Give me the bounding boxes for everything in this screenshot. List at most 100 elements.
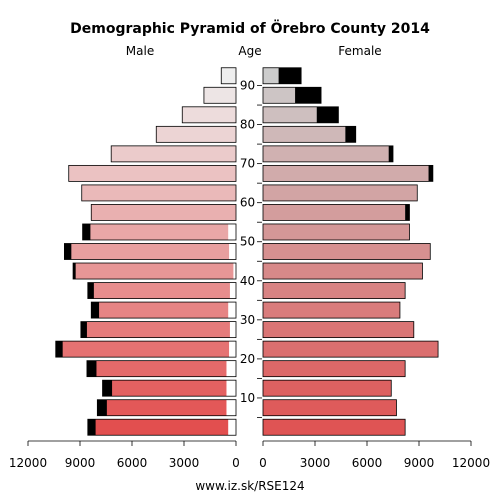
female-x-tick-label: 3000 (300, 456, 331, 470)
age-tick-label: 50 (240, 235, 255, 249)
male-bar-25-29 (80, 321, 230, 338)
female-bar-outline-0-4 (262, 418, 406, 436)
female-bar-40-44 (263, 263, 423, 280)
male-x-tick-label: 12000 (9, 456, 47, 470)
male-bar-20-24 (55, 341, 230, 358)
male-bar-outline-0-4 (87, 418, 237, 436)
male-bar-30-34 (91, 302, 229, 319)
female-bar-80-84 (263, 106, 317, 123)
female-bar-20-24 (263, 341, 439, 358)
male-bar-40-44 (73, 263, 234, 280)
female-x-tick-label: 0 (259, 456, 267, 470)
female-bar-50-54 (263, 223, 410, 240)
female-x-tick-label: 9000 (404, 456, 435, 470)
male-bar-outline-70-74 (110, 145, 237, 163)
male-bar-outline-5-9 (96, 399, 237, 417)
male-bar-outline-65-69 (68, 164, 237, 182)
male-bar-outline-60-64 (81, 184, 237, 202)
female-bar-outline-30-34 (262, 301, 401, 319)
male-label: Male (126, 44, 154, 58)
female-bar-70-74 (263, 145, 389, 162)
male-bar-outline-80-84 (181, 106, 237, 124)
male-bar-45-49 (64, 243, 230, 260)
female-bar-outline-25-29 (262, 321, 415, 339)
female-bar-black-70-74 (388, 145, 393, 162)
age-label: Age (238, 44, 261, 58)
female-bar-outline-5-9 (262, 399, 397, 417)
x-axes: 12000 9000 6000 3000 0 0 3000 6000 9000 12000 (9, 440, 490, 470)
female-bar-outline-50-54 (262, 223, 410, 241)
male-bar-outline-85-89 (203, 86, 237, 104)
male-bar-60-64 (81, 184, 236, 201)
female-x-tick-label: 12000 (452, 456, 490, 470)
male-bar-black-45-49 (64, 243, 72, 260)
male-bar-outline-35-39 (87, 282, 237, 299)
male-bars (55, 67, 237, 436)
male-bar-outline-40-44 (72, 262, 237, 280)
female-x-tick-label: 6000 (352, 456, 383, 470)
male-bar-50-54 (82, 223, 229, 240)
female-bar-outline-70-74 (262, 145, 394, 163)
female-bar-90+ (263, 67, 279, 84)
male-bar-black-25-29 (80, 321, 87, 338)
male-bar-outline-75-79 (155, 125, 237, 143)
female-bar-black-55-59 (405, 204, 410, 221)
male-bar-black-15-19 (86, 360, 97, 377)
female-bar-45-49 (263, 243, 431, 260)
female-bar-outline-80-84 (262, 106, 339, 124)
male-x-tick-label: 6000 (117, 456, 148, 470)
male-x-tick-label: 9000 (65, 456, 96, 470)
male-bar-black-30-34 (91, 302, 100, 319)
female-bar-outline-75-79 (262, 125, 357, 143)
age-axis: 10 20 30 40 50 60 70 80 90 (240, 79, 262, 418)
female-bar-black-65-69 (428, 165, 433, 182)
female-bars (262, 67, 439, 436)
female-bar-black-80-84 (316, 106, 339, 123)
male-bar-outline-50-54 (82, 223, 237, 241)
female-bar-outline-20-24 (262, 340, 439, 358)
male-bar-0-4 (87, 419, 229, 436)
male-bar-outline-15-19 (86, 360, 237, 378)
female-bar-black-75-79 (345, 126, 356, 143)
male-bar-90+ (221, 67, 236, 84)
female-bar-0-4 (263, 419, 406, 436)
female-bar-15-19 (263, 360, 406, 377)
source-footer: www.iz.sk/RSE124 (195, 479, 304, 493)
age-tick-label: 10 (240, 391, 255, 405)
male-bar-black-20-24 (55, 341, 63, 358)
female-bar-outline-40-44 (262, 262, 423, 280)
female-bar-black-90+ (278, 67, 302, 84)
female-bar-85-89 (263, 87, 296, 104)
male-bar-black-5-9 (97, 399, 107, 416)
female-bar-75-79 (263, 126, 346, 143)
male-bar-35-39 (87, 282, 230, 299)
female-label: Female (338, 44, 381, 58)
male-bar-85-89 (203, 87, 236, 104)
male-x-tick-label: 3000 (169, 456, 200, 470)
male-bar-outline-55-59 (90, 204, 237, 221)
male-bar-outline-90+ (220, 67, 237, 85)
female-bar-25-29 (263, 321, 414, 338)
age-tick-label: 70 (240, 157, 255, 171)
female-bar-65-69 (263, 165, 429, 182)
female-bar-55-59 (263, 204, 406, 221)
chart-title: Demographic Pyramid of Örebro County 201… (70, 19, 430, 37)
male-bar-80-84 (182, 106, 236, 123)
male-bar-black-35-39 (87, 282, 94, 299)
male-bar-outline-10-14 (102, 379, 237, 397)
female-bar-outline-15-19 (262, 360, 406, 378)
female-bar-10-14 (263, 380, 392, 397)
female-bar-outline-55-59 (262, 204, 410, 221)
male-bar-15-19 (86, 360, 227, 377)
female-bar-outline-60-64 (262, 184, 418, 202)
male-bar-65-69 (68, 165, 236, 182)
age-tick-label: 60 (240, 196, 255, 210)
female-bar-5-9 (263, 399, 397, 416)
age-tick-label: 20 (240, 352, 255, 366)
male-bar-outline-25-29 (80, 321, 237, 339)
male-x-tick-label: 0 (232, 456, 240, 470)
female-bar-outline-45-49 (262, 243, 431, 260)
age-tick-label: 40 (240, 274, 255, 288)
female-bar-60-64 (263, 184, 418, 201)
female-bar-outline-35-39 (262, 282, 406, 299)
